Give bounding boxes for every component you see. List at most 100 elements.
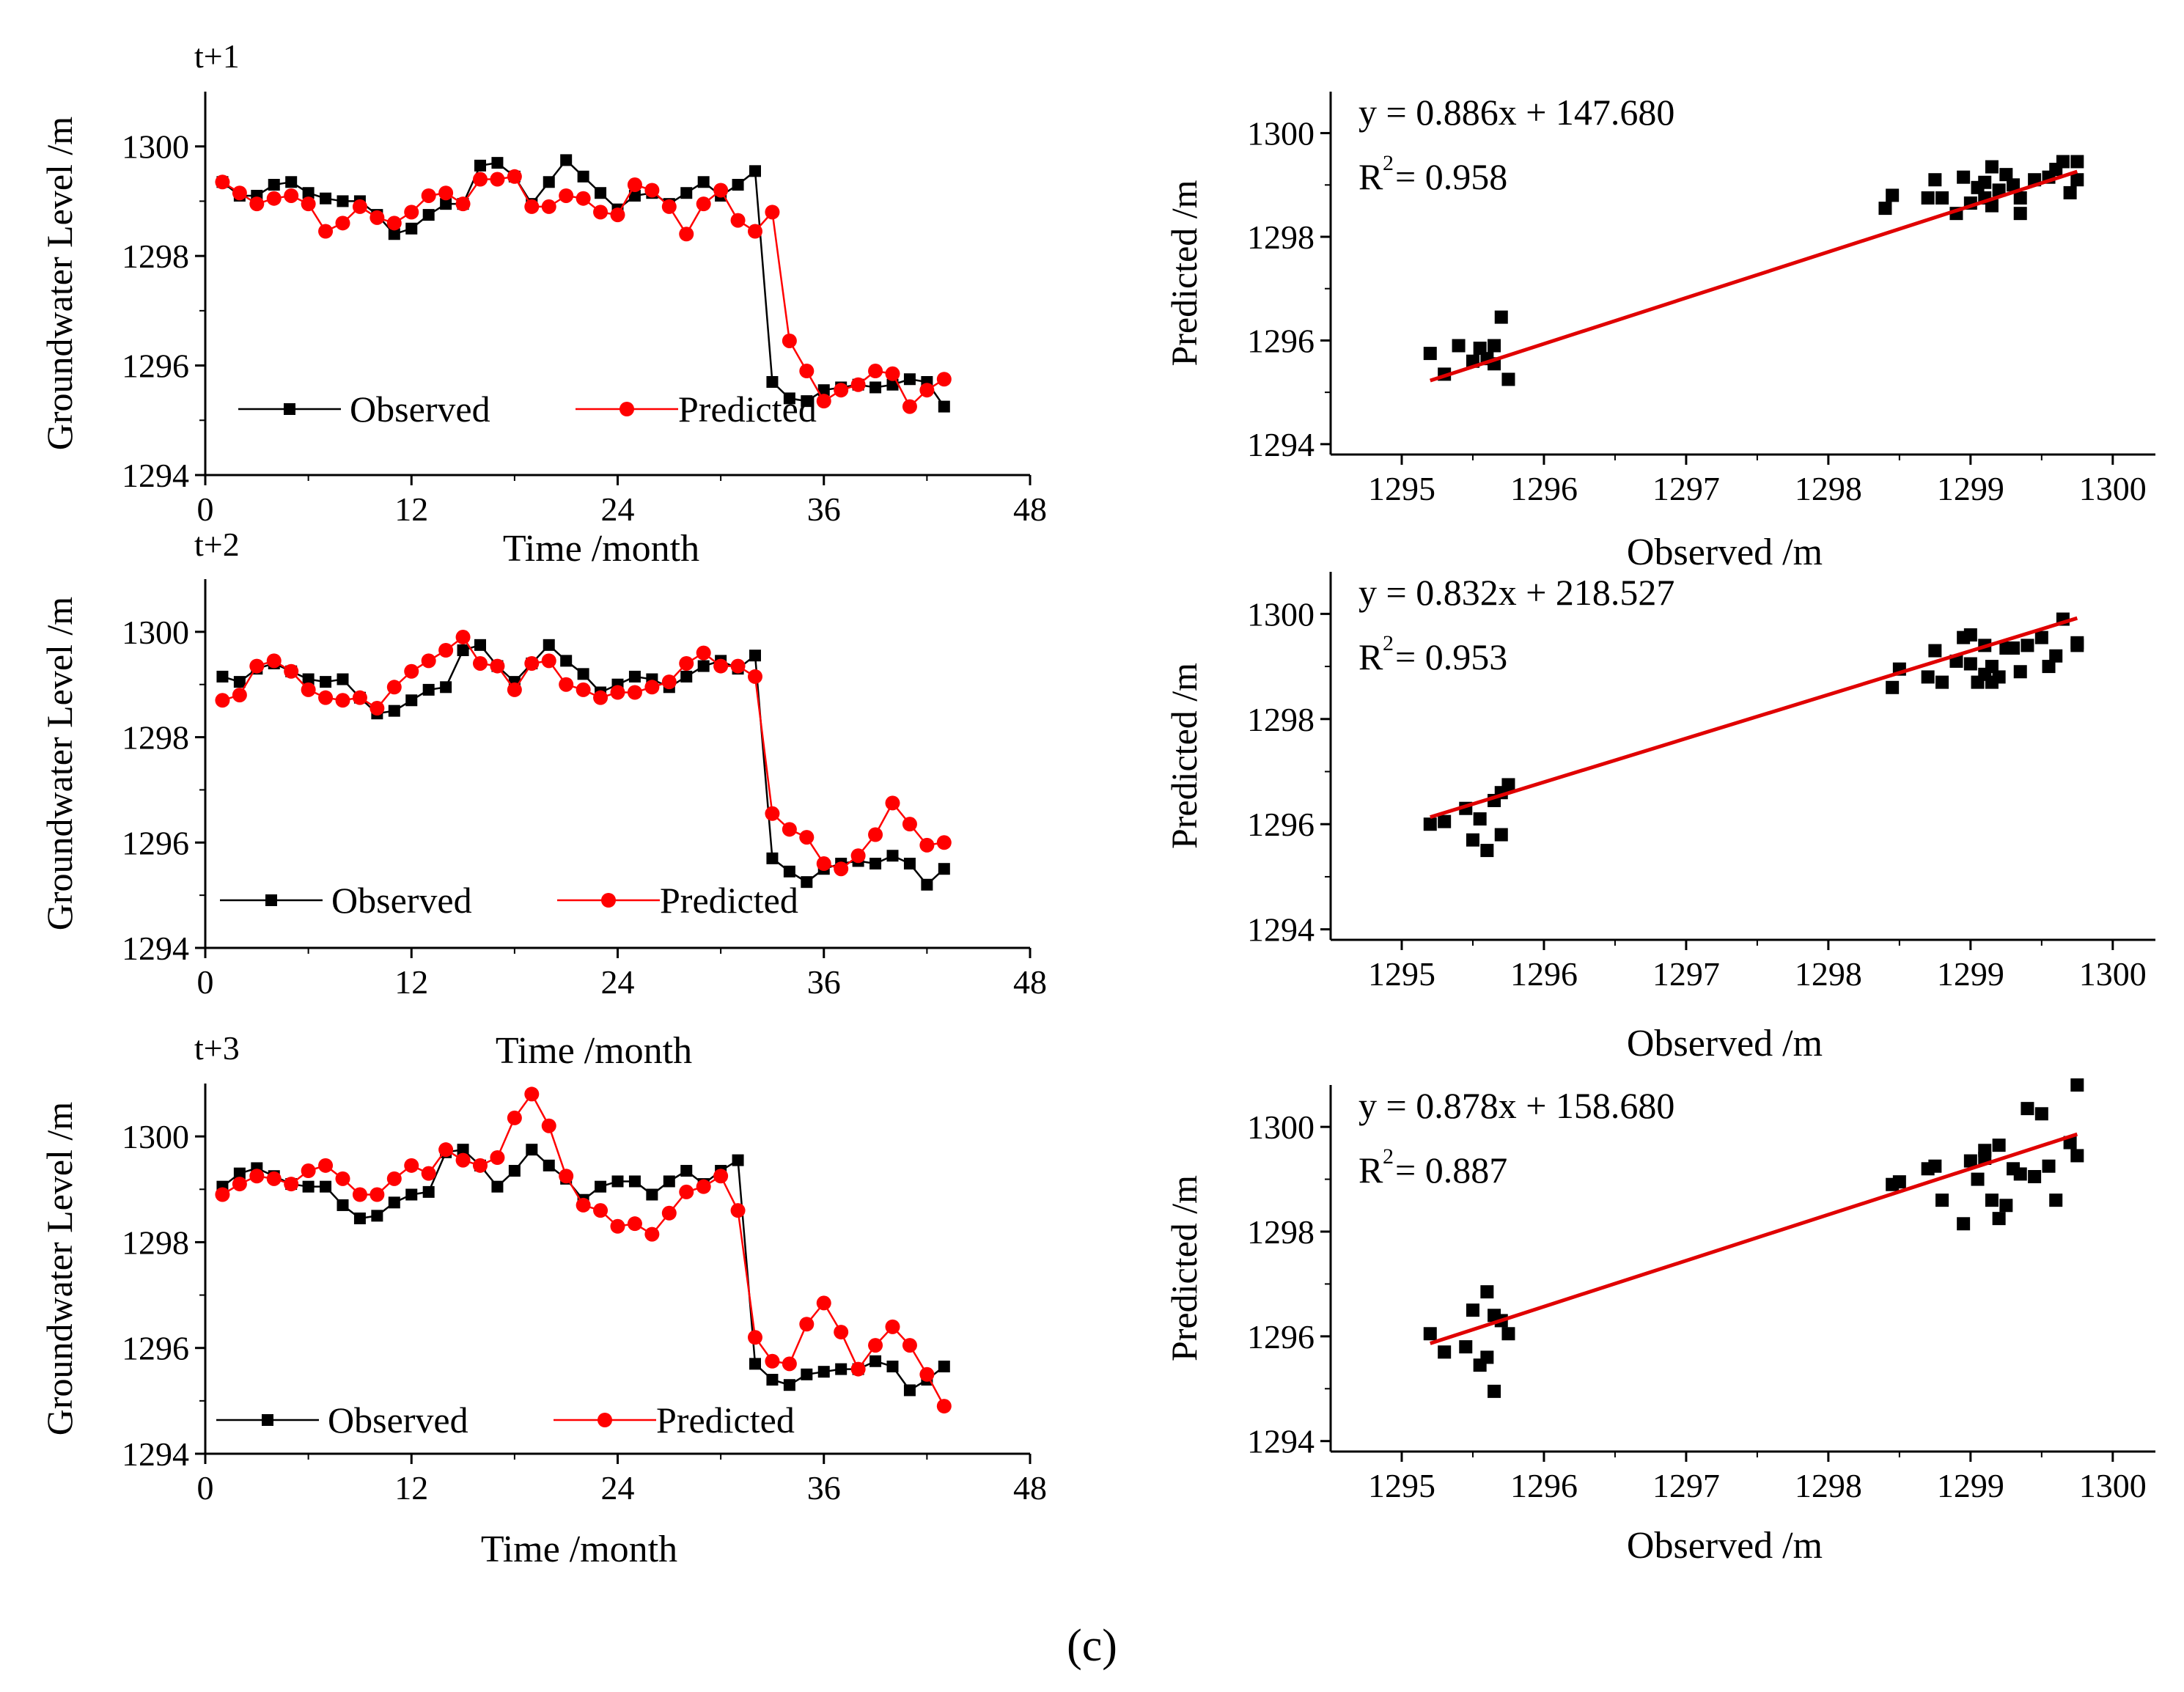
predicted-point [644,680,660,695]
x-tick-label: 1299 [1937,1467,2004,1504]
predicted-point [748,669,762,684]
predicted-point [232,1177,247,1192]
predicted-point [541,653,556,669]
observed-point [233,676,246,688]
observed-point [749,650,761,662]
observed-point [474,639,486,651]
predicted-point [215,1187,230,1202]
observed-point [405,694,418,707]
scatter-point [1452,339,1466,353]
predicted-point [335,216,350,231]
predicted-point [730,658,746,674]
observed-point [337,195,349,207]
predicted-point [559,188,574,203]
r-squared-superscript: 2 [1383,151,1394,175]
observed-point [233,1167,246,1180]
observed-point [595,187,607,199]
scatter-point [2007,641,2021,655]
observed-point [388,228,400,240]
legend-observed-marker [262,1414,273,1426]
predicted-point [541,199,556,214]
scatter-point [1878,202,1892,216]
predicted-point [284,663,299,679]
x-tick-label: 1295 [1368,955,1435,993]
predicted-point [765,1353,780,1369]
y-tick-label: 1300 [1247,1108,1315,1146]
x-tick-label: 12 [394,1469,428,1507]
predicted-point [919,837,935,853]
scatter-point [2070,155,2084,169]
predicted-point [352,199,367,214]
y-axis-label: Predicted /m [1163,663,1205,849]
predicted-point [868,827,883,842]
predicted-point [713,658,729,674]
y-tick-label: 1298 [122,1224,189,1261]
x-axis-label: Observed /m [1627,531,1823,573]
scatter-point [1886,188,1900,202]
observed-point [422,209,435,221]
r-squared-value: = 0.958 [1395,156,1507,197]
x-tick-label: 1299 [1937,955,2004,993]
observed-point [663,1175,675,1188]
predicted-point [919,383,935,398]
predicted-point [524,199,540,214]
observed-point [697,176,710,188]
predicted-point [524,655,540,671]
observed-point [353,1212,366,1224]
x-tick-label: 1298 [1795,470,1862,507]
observed-point [766,852,779,864]
observed-point [577,170,589,183]
x-axis-label: Time /month [503,528,699,570]
predicted-point [936,372,952,387]
chart-title: t+1 [194,37,240,75]
scatter-point [2049,649,2063,663]
scatter-point [1957,1217,1971,1231]
observed-point [817,384,830,397]
observed-point [680,187,693,199]
y-tick-label: 1296 [1247,806,1315,843]
predicted-point [696,1179,711,1194]
predicted-point [816,1295,831,1311]
observed-point [457,1144,469,1156]
predicted-point [902,817,917,832]
legend-predicted-label: Predicted [656,1399,795,1441]
r-squared-value: = 0.953 [1395,636,1507,677]
observed-point [783,1379,795,1391]
observed-point [405,1188,418,1201]
scatter-point [2013,207,2027,221]
observed-point [886,1360,899,1372]
predicted-point [266,191,282,206]
predicted-point [834,383,849,398]
line-chart-t+2: 0 12 24 36 48 1294 1296 1298 1300 t+2 Time /month G… [39,526,1047,1072]
observed-point [422,683,435,696]
x-tick-label: 12 [394,490,428,528]
x-tick-label: 1297 [1652,955,1720,993]
observed-point [543,639,555,651]
predicted-point [404,1158,419,1173]
predicted-point [438,1142,454,1158]
predicted-point [936,1399,952,1414]
scatter-point [1992,183,2006,197]
fit-line [1430,169,2078,383]
scatter-point [1921,670,1935,684]
x-tick-label: 36 [807,963,841,1001]
scatter-point [2034,630,2048,644]
observed-point [320,192,332,205]
x-tick-label: 1296 [1510,470,1578,507]
observed-point [749,1358,761,1370]
scatter-point [1466,1303,1479,1317]
x-tick-label: 48 [1013,1469,1047,1507]
scatter-point [2021,1102,2034,1116]
x-axis-label: Time /month [496,1030,692,1072]
observed-point [766,375,779,388]
observed-point [491,1180,504,1193]
scatter-point [1928,1159,1942,1173]
predicted-point [559,1169,574,1184]
scatter-point [1928,644,1942,658]
fit-line [1430,1132,2078,1345]
predicted-point [782,333,797,348]
observed-point [337,673,349,685]
x-tick-label: 0 [197,490,214,528]
legend-observed-label: Observed [328,1399,468,1441]
x-tick-label: 0 [197,963,214,1001]
